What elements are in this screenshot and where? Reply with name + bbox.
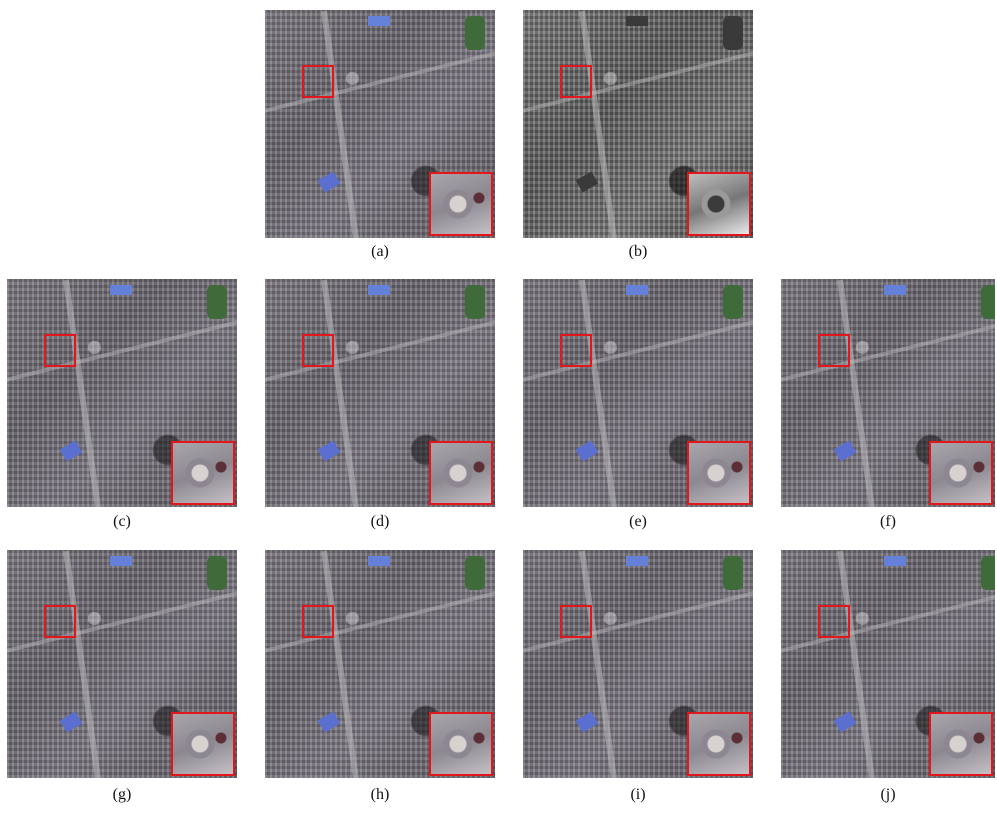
blue-roof xyxy=(110,556,132,566)
zoom-inset xyxy=(171,441,235,505)
panel-c-image xyxy=(7,279,237,507)
blue-roof xyxy=(575,440,599,462)
panel-f-image xyxy=(781,279,995,507)
blue-roof xyxy=(317,171,341,193)
vegetation-patch xyxy=(723,285,743,319)
zoom-inset xyxy=(429,441,493,505)
panel-label-j: (j) xyxy=(880,786,896,803)
road xyxy=(523,320,753,382)
panel-i-image xyxy=(523,550,753,778)
road xyxy=(579,279,617,507)
panel-g-image xyxy=(7,550,237,778)
blue-roof xyxy=(833,440,857,462)
panel-label-e: (e) xyxy=(629,513,647,530)
panel-label-f: (f) xyxy=(880,513,896,530)
road xyxy=(321,10,359,238)
panel-h-image xyxy=(265,550,495,778)
road xyxy=(7,320,237,382)
panel-b-image xyxy=(523,10,753,238)
panel-label-i: (i) xyxy=(630,786,646,803)
panel-e-image xyxy=(523,279,753,507)
zoom-inset xyxy=(429,712,493,776)
zoom-inset xyxy=(171,712,235,776)
vegetation-patch xyxy=(465,285,485,319)
road xyxy=(579,550,617,778)
blue-roof xyxy=(368,556,390,566)
vegetation-patch xyxy=(981,285,995,319)
roi-box xyxy=(302,65,334,98)
blue-roof xyxy=(59,711,83,733)
roi-box xyxy=(44,605,76,638)
blue-roof xyxy=(833,711,857,733)
roi-box xyxy=(818,605,850,638)
road xyxy=(63,550,101,778)
panel-label-d: (d) xyxy=(370,513,390,530)
road xyxy=(265,591,495,653)
zoom-inset xyxy=(429,172,493,236)
blue-roof xyxy=(626,556,648,566)
vegetation-patch xyxy=(207,285,227,319)
panel-label-c: (c) xyxy=(113,513,131,530)
road xyxy=(265,51,495,113)
blue-roof xyxy=(884,285,906,295)
road xyxy=(63,279,101,507)
roi-box xyxy=(560,605,592,638)
panel-label-g: (g) xyxy=(112,786,132,803)
road xyxy=(7,591,237,653)
road xyxy=(523,51,753,113)
vegetation-patch xyxy=(465,16,485,50)
blue-roof xyxy=(626,285,648,295)
road xyxy=(781,591,995,653)
roi-box xyxy=(560,65,592,98)
roi-box xyxy=(302,334,334,367)
roi-box xyxy=(560,334,592,367)
zoom-inset xyxy=(929,441,993,505)
zoom-inset xyxy=(687,441,751,505)
blue-roof xyxy=(575,711,599,733)
vegetation-patch xyxy=(723,556,743,590)
road xyxy=(837,279,875,507)
zoom-inset xyxy=(929,712,993,776)
road xyxy=(321,279,359,507)
road xyxy=(265,320,495,382)
blue-roof xyxy=(59,440,83,462)
zoom-inset xyxy=(687,712,751,776)
road xyxy=(579,10,617,238)
blue-roof xyxy=(368,285,390,295)
zoom-inset xyxy=(687,172,751,236)
blue-roof xyxy=(884,556,906,566)
dark-roof xyxy=(626,16,648,26)
blue-roof xyxy=(110,285,132,295)
blue-roof xyxy=(368,16,390,26)
panel-label-h: (h) xyxy=(370,786,390,803)
roi-box xyxy=(44,334,76,367)
panel-a-image xyxy=(265,10,495,238)
dark-patch xyxy=(723,16,743,50)
vegetation-patch xyxy=(207,556,227,590)
vegetation-patch xyxy=(981,556,995,590)
dark-roof xyxy=(575,171,599,193)
blue-roof xyxy=(317,711,341,733)
roi-box xyxy=(302,605,334,638)
road xyxy=(781,320,995,382)
road xyxy=(321,550,359,778)
roi-box xyxy=(818,334,850,367)
panel-j-image xyxy=(781,550,995,778)
vegetation-patch xyxy=(465,556,485,590)
blue-roof xyxy=(317,440,341,462)
panel-label-a: (a) xyxy=(371,243,389,260)
panel-label-b: (b) xyxy=(628,243,648,260)
panel-d-image xyxy=(265,279,495,507)
road xyxy=(837,550,875,778)
road xyxy=(523,591,753,653)
